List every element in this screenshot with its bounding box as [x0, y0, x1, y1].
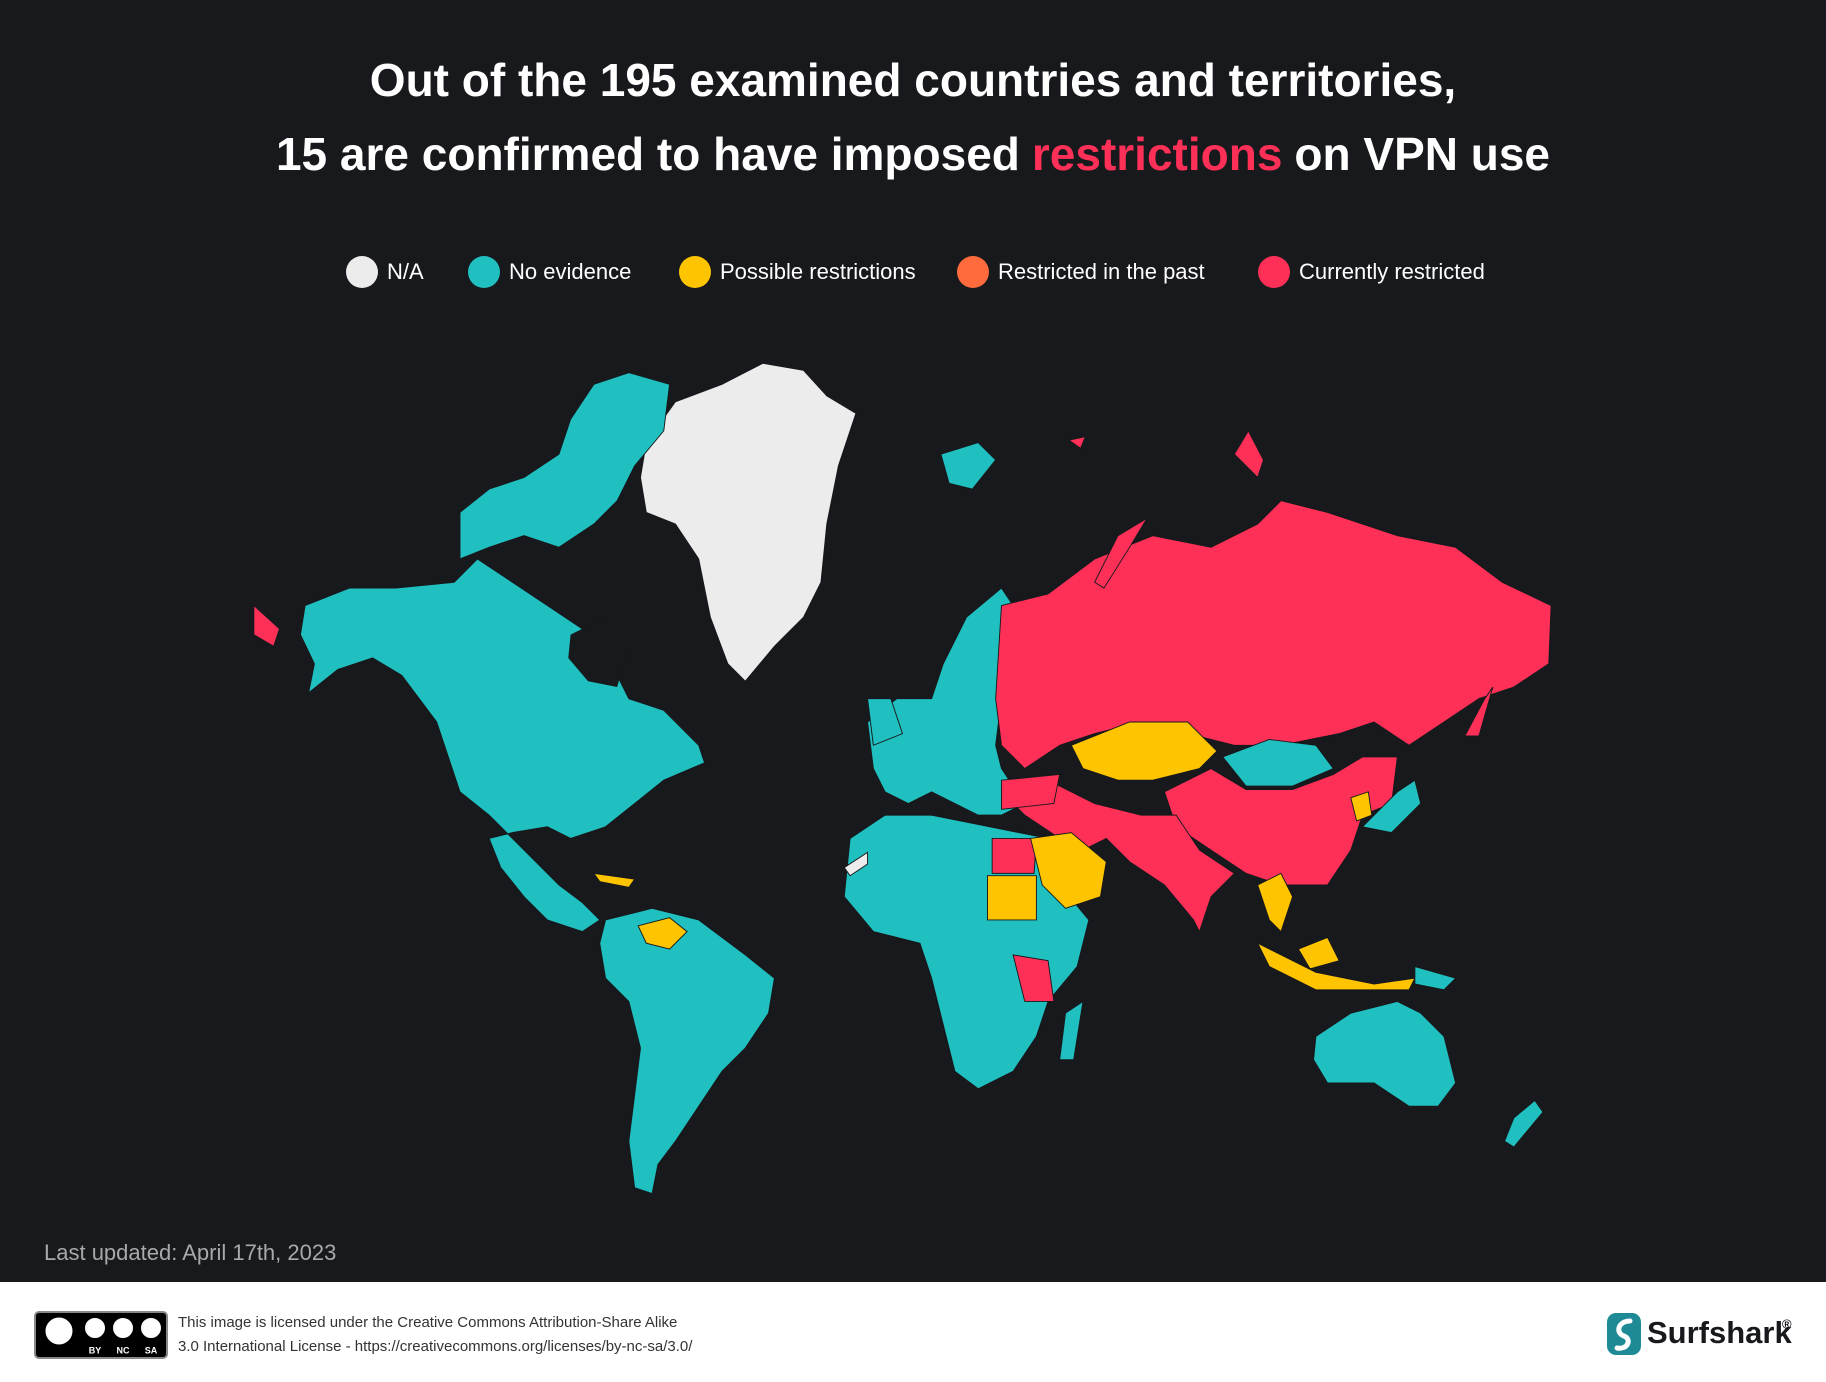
- cc-icon: [139, 1316, 163, 1340]
- uk: [867, 698, 904, 746]
- east-africa: [1012, 954, 1055, 1002]
- kamchatka: [1464, 686, 1494, 737]
- new-guinea: [1414, 965, 1457, 991]
- brand-logo: Surfshark ®: [1607, 1313, 1792, 1355]
- hudson-bay: [568, 617, 629, 688]
- sudan: [987, 875, 1037, 921]
- legend-label: Restricted in the past: [998, 259, 1205, 284]
- southeast-asia: [1257, 872, 1294, 933]
- japan: [1361, 779, 1422, 834]
- world-map: [253, 362, 1552, 1195]
- legend-swatch: [468, 256, 500, 288]
- svalbard: [1067, 436, 1087, 450]
- title-line1: Out of the 195 examined countries and te…: [370, 54, 1456, 106]
- mongolia: [1221, 738, 1335, 787]
- new-zealand: [1503, 1099, 1544, 1148]
- egypt: [991, 837, 1037, 874]
- madagascar: [1059, 1000, 1084, 1061]
- venezuela: [637, 917, 688, 950]
- arctic-islands: [459, 372, 671, 560]
- cc-label: SA: [145, 1345, 158, 1355]
- legend-swatch: [1258, 256, 1290, 288]
- last-updated: Last updated: April 17th, 2023: [44, 1240, 336, 1265]
- cc-badge: BY NC SA: [34, 1311, 168, 1359]
- south-america: [599, 907, 775, 1195]
- cc-label: NC: [117, 1345, 130, 1355]
- australia: [1313, 1000, 1457, 1107]
- alaska-tip: [253, 604, 281, 647]
- china: [1163, 756, 1398, 886]
- legend: N/A No evidence Possible restrictions Restr…: [346, 256, 1485, 288]
- legend-swatch: [957, 256, 989, 288]
- europe: [867, 587, 1026, 816]
- korea: [1350, 791, 1373, 822]
- brand-name: Surfshark: [1647, 1315, 1792, 1350]
- legend-label: Currently restricted: [1299, 259, 1485, 284]
- novaya-zemlya: [1094, 517, 1148, 589]
- saudi-arabia: [1030, 832, 1107, 909]
- legend-swatch: [346, 256, 378, 288]
- western-sahara: [843, 851, 869, 877]
- cc-icon: [111, 1316, 135, 1340]
- legend-label: N/A: [387, 259, 424, 284]
- title-line2: 15 are confirmed to have imposed restrict…: [276, 128, 1550, 180]
- turkey: [1001, 773, 1061, 810]
- borneo: [1297, 936, 1340, 970]
- cc-icon: [83, 1316, 107, 1340]
- license-text: This image is licensed under the Creativ…: [178, 1314, 677, 1331]
- license-text: 3.0 International License - https://crea…: [178, 1338, 693, 1355]
- legend-label: Possible restrictions: [720, 259, 916, 284]
- indonesia: [1256, 942, 1416, 991]
- russia: [995, 500, 1552, 770]
- legend-swatch: [679, 256, 711, 288]
- kazakhstan: [1070, 721, 1218, 781]
- legend-label: No evidence: [509, 259, 631, 284]
- title-highlight: restrictions: [1032, 128, 1283, 180]
- title-text: 15 are confirmed to have imposed: [276, 128, 1020, 180]
- greenland: [640, 362, 857, 682]
- iceland: [940, 441, 997, 490]
- title-text: on VPN use: [1294, 128, 1550, 180]
- cc-label: BY: [89, 1345, 102, 1355]
- caribbean: [592, 872, 636, 888]
- cc-icon: [42, 1314, 76, 1348]
- brand-mark: ®: [1782, 1316, 1792, 1331]
- brand-icon-s: [1614, 1318, 1633, 1351]
- footer-background: [0, 1282, 1826, 1382]
- taymyr-islands: [1233, 429, 1264, 479]
